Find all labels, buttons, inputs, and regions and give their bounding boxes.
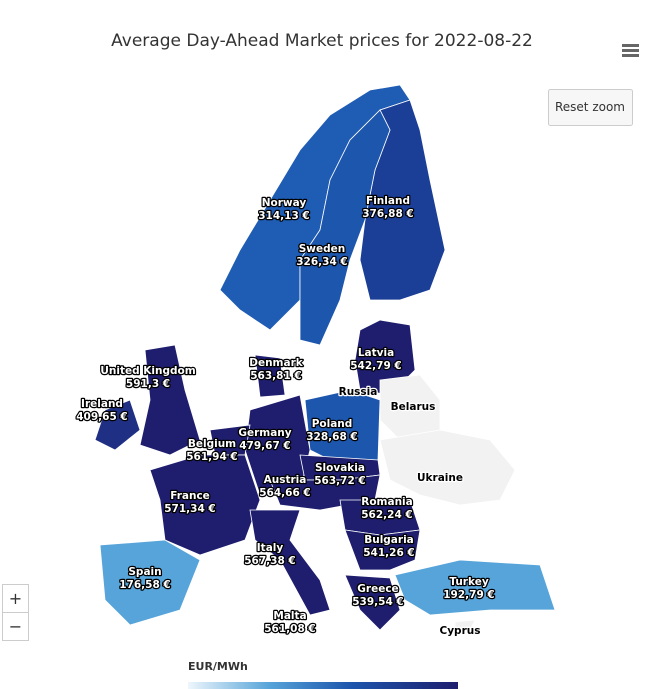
country-price: 409,65 € [76,411,127,423]
country-price: 563,81 € [250,370,301,382]
country-price: 479,67 € [239,440,290,452]
country-name: Russia [339,386,378,398]
country-name: Ireland [81,398,123,410]
country-name: Poland [312,418,353,430]
country-price: 564,66 € [259,487,310,499]
country-shape [394,559,556,616]
country-name: Finland [366,195,410,207]
country-shape [99,539,201,626]
country-shape [344,529,421,571]
country-name: Slovakia [315,462,365,474]
menu-button[interactable] [620,40,642,60]
country-price: 176,58 € [119,579,170,591]
country-name: Cyprus [440,625,481,637]
country-shape [295,611,303,618]
country-name: Romania [361,496,413,508]
country-name: Spain [128,566,161,578]
country-price: 561,08 € [264,623,315,635]
country-price: 539,54 € [352,596,403,608]
legend-title: EUR/MWh [188,660,248,673]
country-name: Ukraine [417,472,463,484]
country-price: 376,88 € [362,208,413,220]
country-name: Latvia [358,347,394,359]
country-price: 563,72 € [314,475,365,487]
legend-bar [188,682,458,689]
country-name: Belgium [188,438,236,450]
country-name: Belarus [391,401,436,413]
zoom-out-label: − [9,617,22,636]
country-name: Malta [273,610,306,622]
country-price: 542,79 € [350,360,401,372]
reset-zoom-button[interactable]: Reset zoom [548,89,633,126]
country-price: 562,24 € [361,509,412,521]
country-price: 567,38 € [244,555,295,567]
title: Average Day-Ahead Market prices for 2022… [111,31,533,51]
reset-zoom-label: Reset zoom [555,100,625,114]
country-shape [344,574,401,631]
country-name: Sweden [299,243,346,255]
country-shape [254,354,286,398]
country-name: Denmark [249,357,304,369]
country-shape [299,109,391,346]
country-name: Italy [257,542,284,554]
country-name: Austria [264,474,307,486]
country-price: 314,13 € [258,210,309,222]
zoom-out[interactable]: − [2,612,29,641]
zoom-in[interactable]: + [2,584,29,613]
country-shape [454,619,476,631]
country-price: 192,79 € [443,589,494,601]
country-name: United Kingdom [100,365,195,377]
country-name: Bulgaria [364,534,414,546]
country-price: 541,26 € [363,547,414,559]
regions [94,84,556,631]
country-price: 591,3 € [126,378,170,390]
country-shape [249,509,331,616]
country-shape [94,399,141,451]
country-name: Germany [238,427,291,439]
country-shape [139,344,201,456]
country-price: 561,94 € [186,451,237,463]
country-price: 326,34 € [296,256,347,268]
country-price: 328,68 € [306,431,357,443]
country-name: Norway [262,197,307,209]
country-name: Turkey [449,576,488,588]
country-name: France [170,490,210,502]
country-shape [149,454,261,556]
zoom-in-label: + [9,589,22,608]
country-price: 571,34 € [164,503,215,515]
country-name: Greece [357,583,398,595]
country-shape [379,429,516,506]
